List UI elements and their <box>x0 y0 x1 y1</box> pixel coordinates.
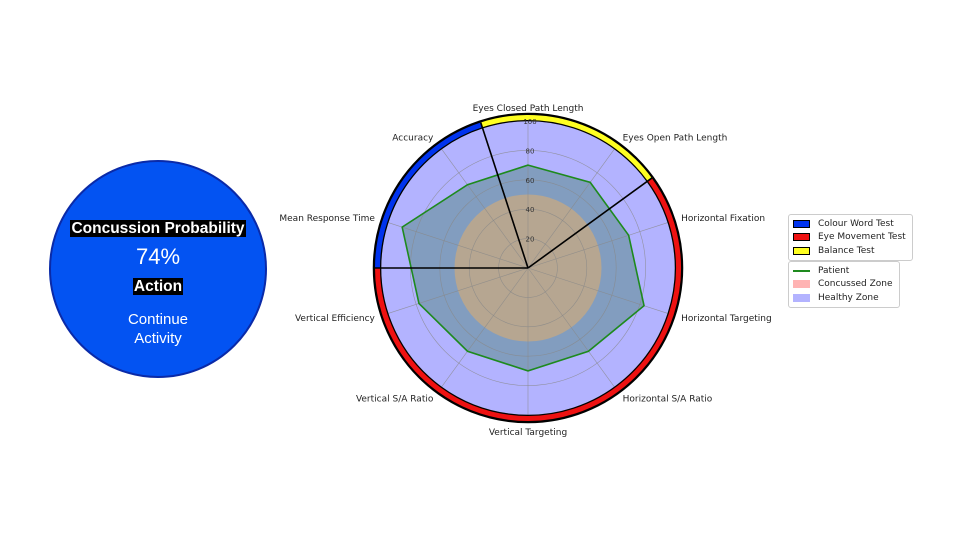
axis-label: Vertical Efficiency <box>295 314 376 324</box>
group-boundary-line <box>479 122 529 269</box>
legend-label: Eye Movement Test <box>818 232 906 243</box>
legend-label: Patient <box>818 265 850 276</box>
grid-spoke <box>388 267 529 314</box>
zone-legend: Patient Concussed Zone Healthy Zone <box>788 261 900 308</box>
legend-item: Patient <box>793 264 893 278</box>
grid-spoke <box>527 267 615 388</box>
group-arc-colour-word-test <box>375 122 483 269</box>
axis-label: Vertical Targeting <box>489 428 567 438</box>
legend-swatch <box>793 246 810 255</box>
legend-label: Colour Word Test <box>818 218 894 229</box>
probability-label: Concussion Probability <box>70 220 246 237</box>
probability-value: 74% <box>135 244 181 269</box>
grid-spoke <box>441 148 529 269</box>
action-value: Continue Activity <box>127 311 189 347</box>
axis-label: Accuracy <box>392 134 434 144</box>
axis-label: Eyes Open Path Length <box>623 134 728 144</box>
legend-swatch <box>793 269 810 272</box>
grid-spoke <box>441 267 529 388</box>
legend-label: Balance Test <box>818 245 875 256</box>
legend-item: Balance Test <box>793 244 906 258</box>
action-label: Action <box>132 278 184 295</box>
legend-item: Concussed Zone <box>793 278 893 292</box>
group-arc-eye-movement-test <box>375 178 681 421</box>
radial-tick-label: 60 <box>526 177 535 185</box>
grid-spoke <box>527 222 668 269</box>
legend-label: Concussed Zone <box>818 279 893 290</box>
axis-label: Vertical S/A Ratio <box>356 394 434 404</box>
radial-tick-label: 80 <box>526 147 535 155</box>
grid-spoke <box>388 222 529 269</box>
test-legend: Colour Word Test Eye Movement Test Balance… <box>788 214 913 261</box>
axis-label: Mean Response Time <box>279 214 375 224</box>
patient-line <box>401 164 645 372</box>
axis-label: Eyes Closed Path Length <box>473 104 584 114</box>
legend-item: Colour Word Test <box>793 217 906 231</box>
legend-item: Healthy Zone <box>793 291 893 305</box>
outer-ring <box>372 112 684 424</box>
group-boundary-line <box>527 177 653 269</box>
legend-item: Eye Movement Test <box>793 231 906 245</box>
radial-tick-label: 40 <box>526 206 535 214</box>
legend-swatch <box>793 219 810 228</box>
legend-label: Healthy Zone <box>818 292 879 303</box>
axis-label: Horizontal Targeting <box>681 314 772 324</box>
radial-tick-label: 100 <box>523 118 536 126</box>
legend-swatch <box>793 293 810 302</box>
legend-swatch <box>793 233 810 242</box>
legend-swatch <box>793 280 810 289</box>
grid-spoke <box>527 148 615 269</box>
axis-label: Horizontal Fixation <box>681 214 765 224</box>
radial-tick-label: 20 <box>526 236 535 244</box>
group-arc-balance-test <box>480 115 652 182</box>
axis-label: Horizontal S/A Ratio <box>623 394 713 404</box>
concussion-status-circle: Concussion Probability 74% Action Contin… <box>49 160 267 378</box>
radar-chart: 20 40 60 80 100 Eyes Closed Path Length Eyes O… <box>279 104 772 438</box>
